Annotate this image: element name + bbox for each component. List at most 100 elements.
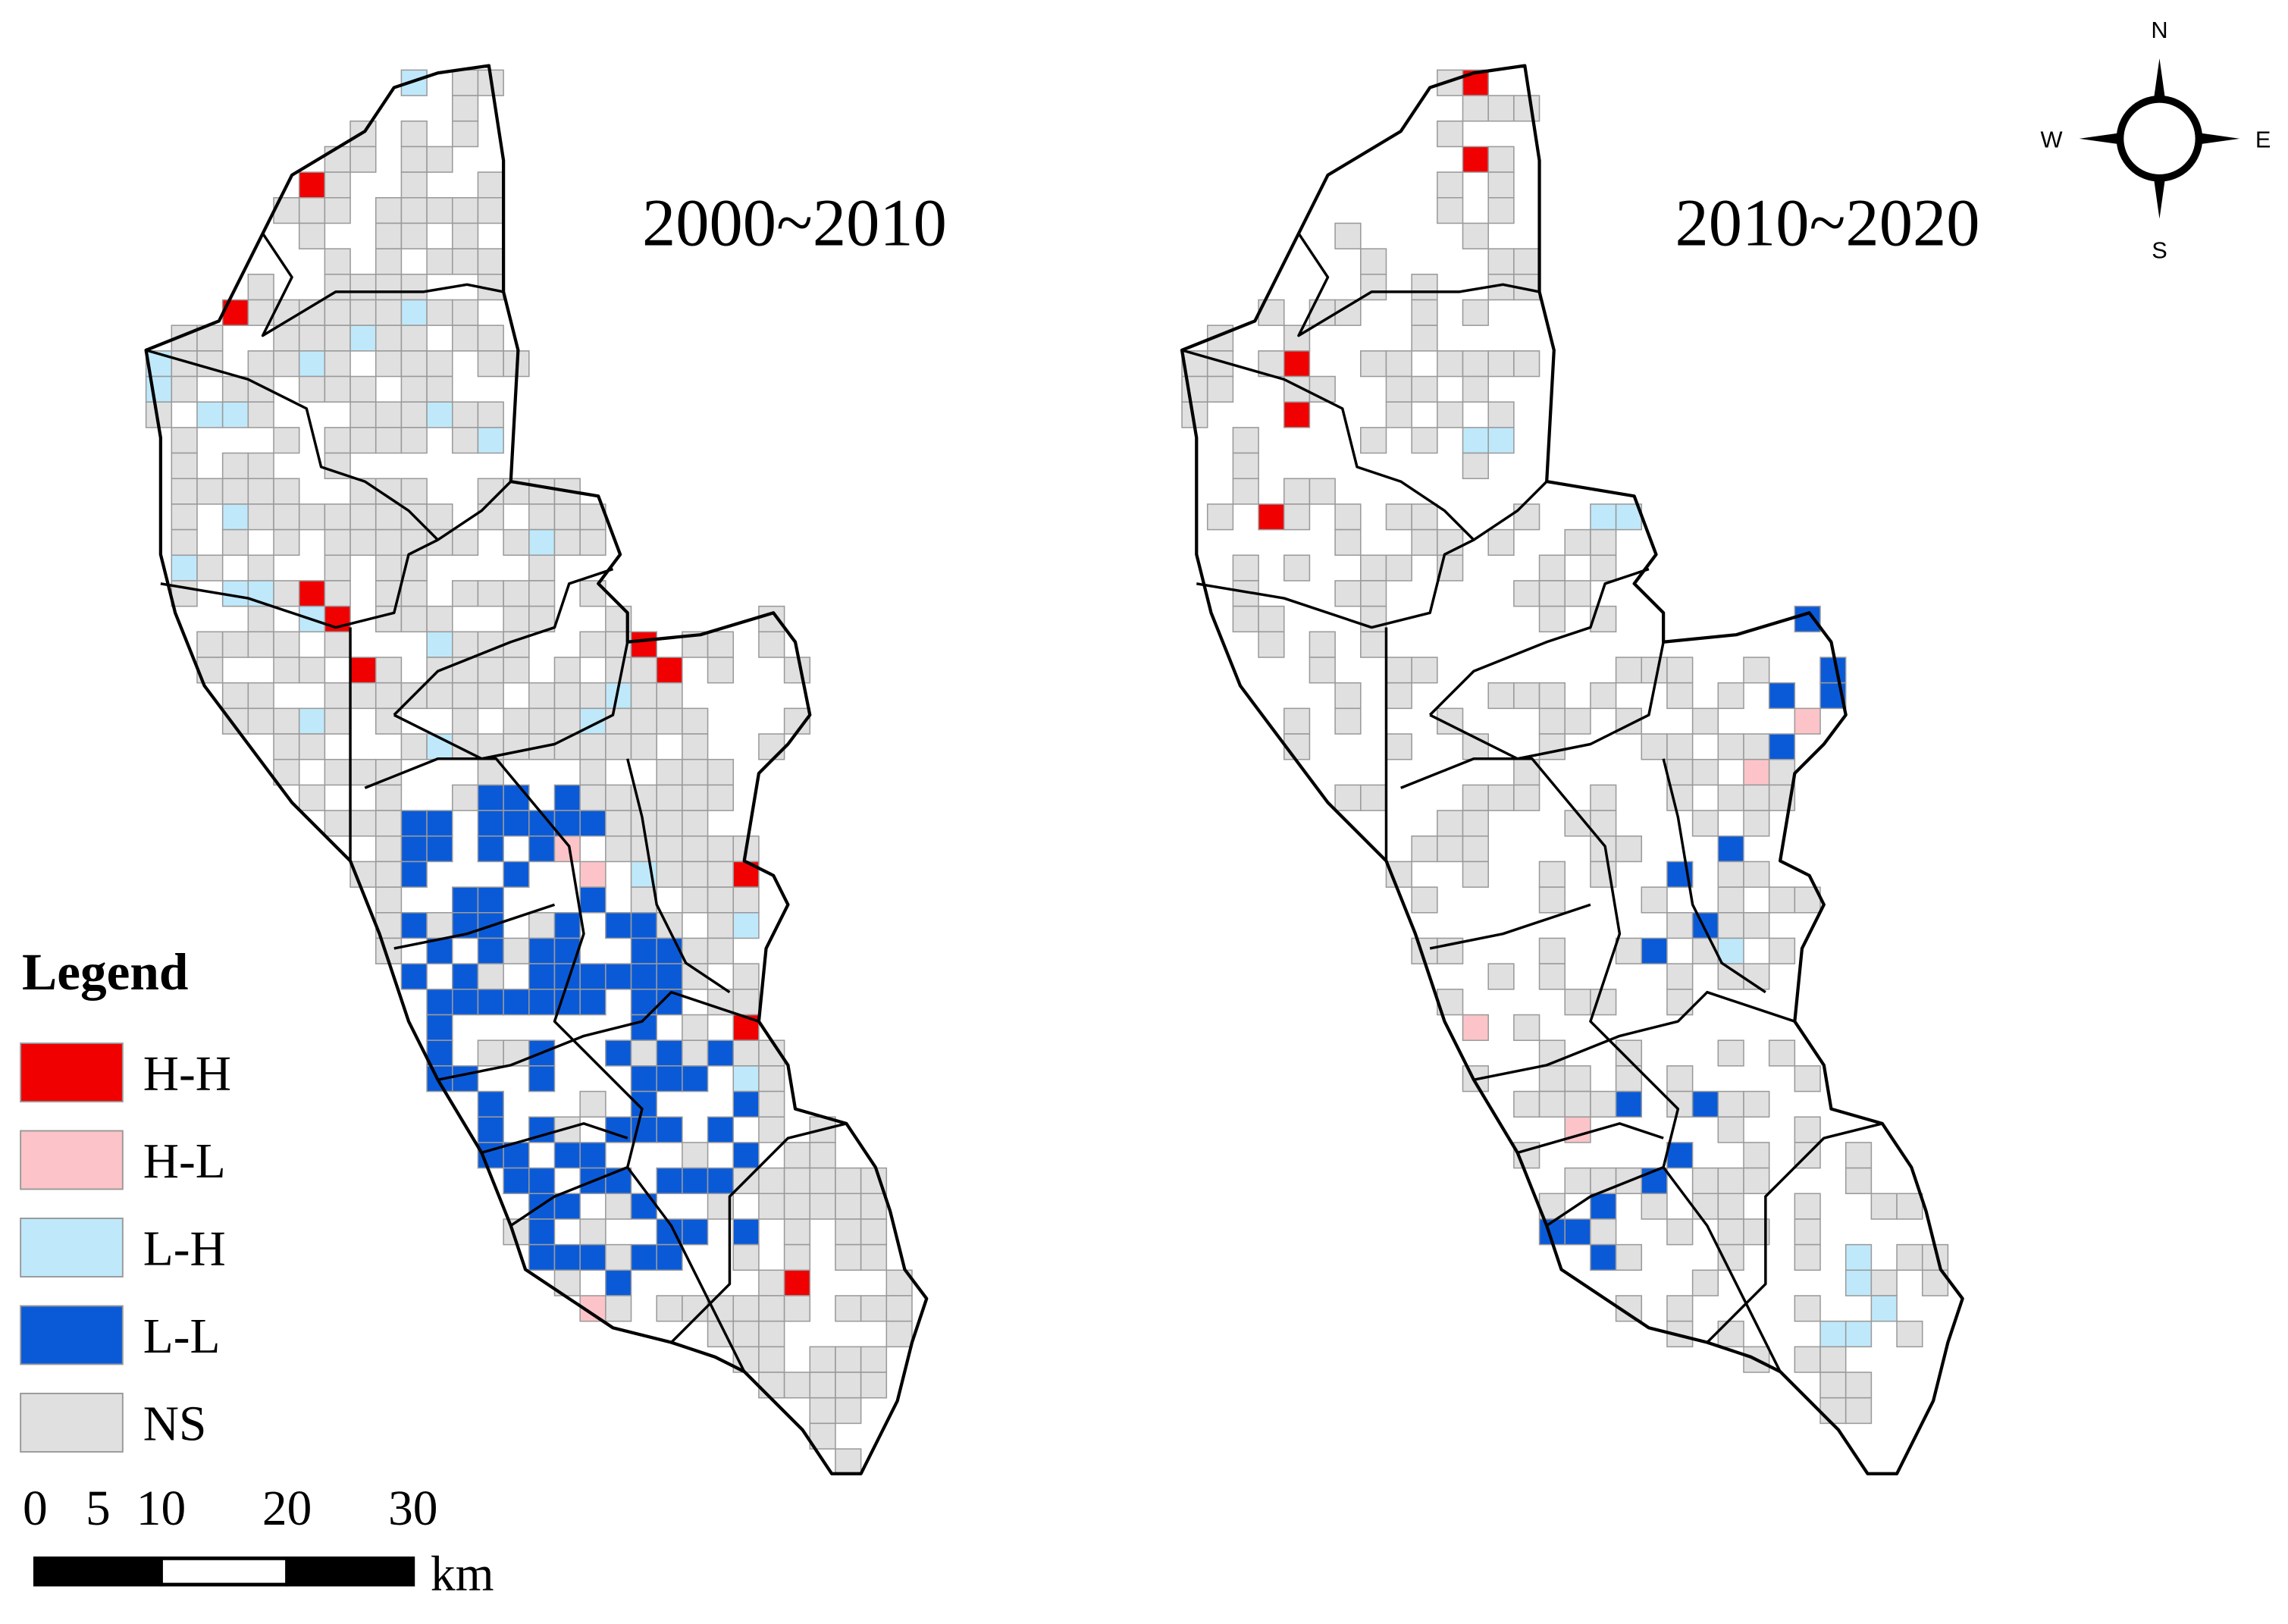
grid-cell <box>630 1039 657 1067</box>
grid-cell <box>758 631 785 658</box>
grid-cell <box>1513 95 1540 122</box>
legend-swatch <box>20 1392 124 1453</box>
grid-cell <box>528 528 556 556</box>
grid-cell <box>1513 1090 1540 1118</box>
grid-cell <box>349 375 377 403</box>
grid-cell <box>1590 1090 1617 1118</box>
district-boundary <box>437 990 760 1081</box>
compass-label: N <box>2151 17 2167 43</box>
grid-cell <box>1896 1193 1923 1220</box>
grid-cell <box>835 1346 862 1373</box>
grid-cell <box>656 912 683 939</box>
grid-cell <box>1743 1090 1770 1118</box>
grid-cell <box>1641 937 1668 964</box>
grid-cell <box>1258 631 1285 658</box>
grid-cell <box>400 810 428 837</box>
grid-cell <box>579 1218 606 1246</box>
grid-cell <box>656 1295 683 1322</box>
grid-cell <box>452 197 479 224</box>
grid-cell <box>1768 1039 1796 1067</box>
grid-cell <box>375 886 403 914</box>
grid-cell <box>707 886 735 914</box>
scale-tick-label: 0 <box>23 1481 48 1536</box>
grid-cell <box>1334 784 1362 811</box>
grid-cell <box>349 810 377 837</box>
grid-cell <box>196 401 224 428</box>
grid-cell <box>400 605 428 633</box>
grid-cell <box>221 452 249 480</box>
scale-segment <box>159 1556 290 1587</box>
grid-cell <box>1411 274 1438 301</box>
grid-cell <box>630 682 657 710</box>
grid-cell <box>171 375 198 403</box>
grid-cell <box>1768 733 1796 760</box>
region-outline <box>144 64 929 1475</box>
grid-cell <box>1717 1193 1744 1220</box>
grid-cell <box>682 861 709 888</box>
grid-cell <box>1743 861 1770 888</box>
grid-cell <box>1717 861 1744 888</box>
grid-cell <box>630 835 657 863</box>
grid-cell <box>1666 1090 1694 1118</box>
grid-cell <box>1283 707 1311 735</box>
grid-cell <box>860 1295 888 1322</box>
grid-cell <box>758 1090 785 1118</box>
grid-cell <box>503 605 530 633</box>
grid-cell <box>503 861 530 888</box>
grid-cell <box>630 707 657 735</box>
grid-cell <box>503 528 530 556</box>
grid-cell <box>221 375 249 403</box>
grid-cell <box>1411 886 1438 914</box>
grid-cell <box>349 528 377 556</box>
grid-cell <box>426 605 453 633</box>
grid-cell <box>1462 452 1489 480</box>
grid-cell <box>375 350 403 378</box>
grid-cell <box>324 324 351 352</box>
grid-cell <box>503 707 530 735</box>
grid-cell <box>579 963 606 990</box>
grid-cell <box>477 835 504 863</box>
grid-cell <box>528 989 556 1016</box>
grid-cell <box>1717 912 1744 939</box>
grid-cell <box>1487 427 1515 454</box>
grid-cell <box>273 478 300 505</box>
grid-cell <box>221 401 249 428</box>
grid-cell <box>196 554 224 582</box>
scale-segment <box>285 1556 415 1587</box>
grid-cell <box>1819 1372 1847 1399</box>
district-boundary <box>146 349 512 541</box>
district-boundary <box>1517 1122 1664 1155</box>
grid-cell <box>298 707 326 735</box>
grid-cell <box>349 401 377 428</box>
grid-cell <box>1487 784 1515 811</box>
grid-cell <box>400 835 428 863</box>
grid-cell <box>1666 1218 1694 1246</box>
grid-cell <box>1691 707 1719 735</box>
grid-cell <box>528 1167 556 1195</box>
grid-cell <box>452 886 479 914</box>
scale-bar: 0 5 10 20 30 km <box>23 1481 494 1602</box>
grid-cell <box>1360 427 1387 454</box>
grid-cell <box>1437 197 1464 224</box>
legend-swatch <box>20 1042 124 1102</box>
grid-cell <box>1411 375 1438 403</box>
grid-cell <box>349 324 377 352</box>
grid-cell <box>783 1193 811 1220</box>
grid-cell <box>349 478 377 505</box>
grid-cell <box>579 682 606 710</box>
grid-cell <box>579 1142 606 1169</box>
grid-cell <box>860 1243 888 1271</box>
grid-cell <box>1691 1090 1719 1118</box>
grid-cell <box>375 810 403 837</box>
grid-cell <box>758 1320 785 1348</box>
grid-cell <box>247 707 274 735</box>
district-boundary <box>393 567 614 716</box>
grid-cell <box>1819 657 1847 684</box>
grid-cell <box>1564 1065 1591 1093</box>
grid-cell <box>503 1142 530 1169</box>
grid-cell <box>1513 682 1540 710</box>
grid-cell <box>324 248 351 275</box>
grid-cell <box>630 631 657 658</box>
grid-cell <box>1487 248 1515 275</box>
grid-cell <box>426 146 453 173</box>
